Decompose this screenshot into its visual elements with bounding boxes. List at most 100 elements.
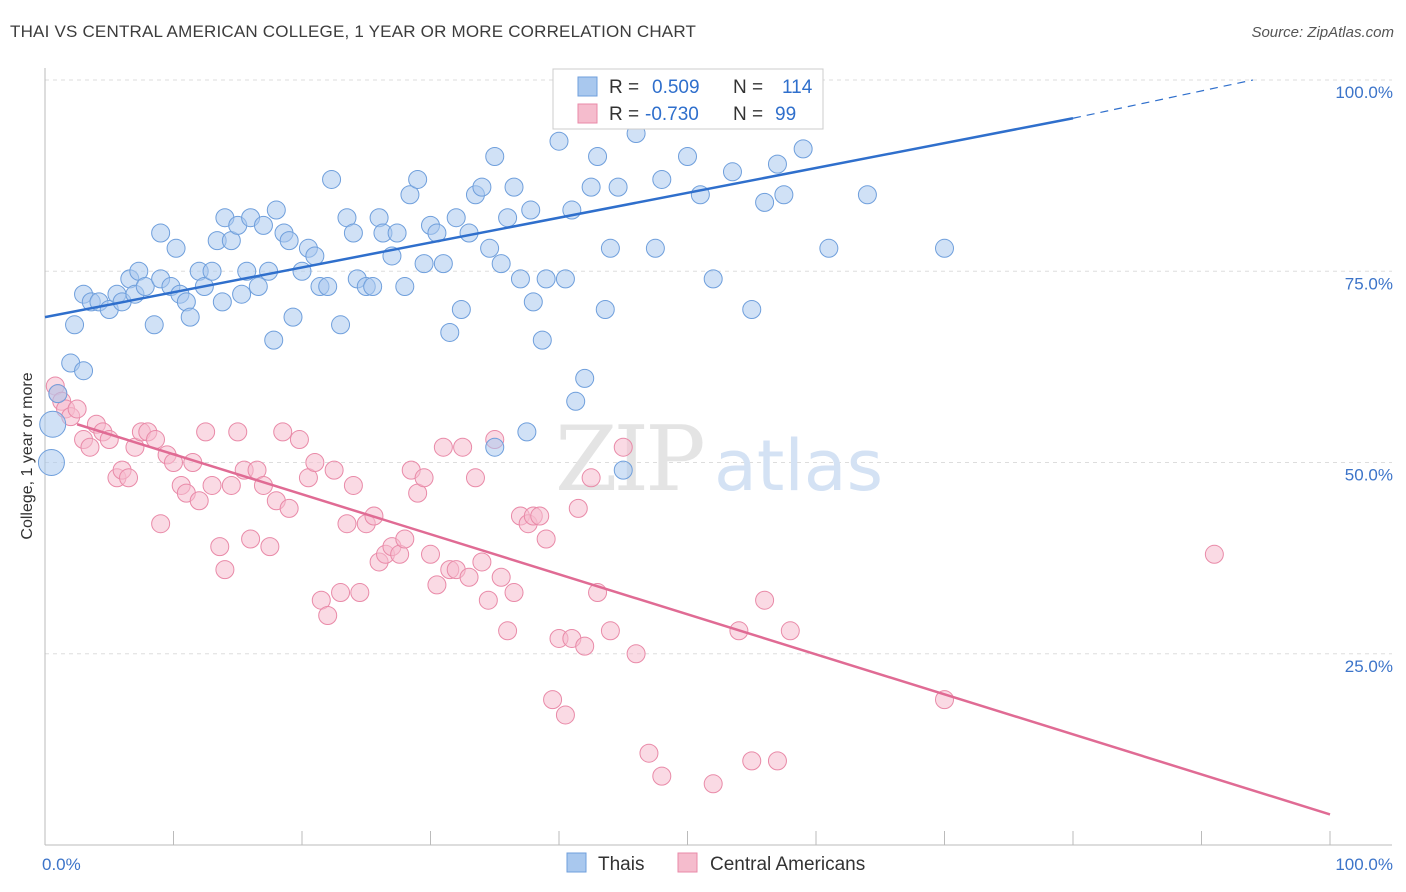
point-central-americans bbox=[575, 636, 595, 656]
point-thais bbox=[331, 315, 351, 335]
point-central-americans bbox=[780, 621, 800, 641]
point-thais bbox=[532, 330, 552, 350]
point-central-americans bbox=[67, 399, 87, 419]
point-central-americans bbox=[189, 491, 209, 511]
point-thais bbox=[935, 238, 954, 258]
stats-r-value-central-americans: -0.730 bbox=[645, 104, 699, 125]
point-thais bbox=[135, 277, 155, 297]
point-thais bbox=[266, 200, 286, 220]
point-central-americans bbox=[221, 475, 241, 495]
y-tick-label: 75.0% bbox=[1345, 274, 1393, 293]
stats-n-value-thais: 114 bbox=[782, 77, 813, 98]
point-central-americans bbox=[395, 529, 415, 549]
point-central-americans bbox=[289, 430, 309, 450]
point-thais bbox=[600, 238, 620, 258]
point-central-americans bbox=[639, 743, 659, 763]
legend-label-thais: Thais bbox=[598, 854, 644, 875]
stats-swatch-thais bbox=[577, 76, 598, 97]
point-central-americans bbox=[465, 468, 485, 488]
point-central-americans bbox=[652, 766, 672, 786]
point-central-americans bbox=[703, 774, 723, 794]
y-tick-label: 25.0% bbox=[1345, 657, 1393, 676]
point-central-americans bbox=[324, 460, 344, 480]
point-thais bbox=[485, 437, 505, 457]
x-tick-label: 0.0% bbox=[42, 855, 81, 874]
point-central-americans bbox=[1204, 544, 1224, 564]
point-thais bbox=[678, 147, 697, 166]
point-thais bbox=[387, 223, 407, 243]
point-thais bbox=[491, 254, 511, 274]
point-central-americans bbox=[453, 437, 473, 457]
point-central-americans bbox=[427, 575, 447, 595]
point-central-americans bbox=[568, 498, 588, 518]
point-central-americans bbox=[600, 621, 620, 641]
stats-r-label-central-americans: R = bbox=[609, 104, 639, 125]
point-thais bbox=[305, 246, 325, 266]
point-thais bbox=[451, 300, 471, 319]
point-central-americans bbox=[478, 590, 498, 610]
series-central-americans-points bbox=[45, 376, 1224, 794]
point-thais bbox=[588, 147, 608, 166]
point-central-americans bbox=[742, 751, 762, 771]
point-thais bbox=[472, 177, 492, 197]
point-thais bbox=[703, 269, 723, 289]
point-central-americans bbox=[343, 475, 363, 495]
stats-n-value-central-americans: 99 bbox=[775, 104, 796, 125]
point-central-americans bbox=[536, 529, 556, 549]
watermark-zip: ZIP bbox=[555, 407, 703, 512]
point-thais bbox=[151, 223, 171, 243]
point-central-americans bbox=[755, 590, 775, 610]
point-thais bbox=[202, 261, 222, 281]
point-thais bbox=[446, 208, 466, 228]
point-thais bbox=[279, 231, 299, 251]
stats-r-value-thais: 0.509 bbox=[652, 77, 700, 98]
point-thais bbox=[480, 238, 500, 258]
point-central-americans bbox=[414, 468, 434, 488]
point-thais bbox=[166, 238, 186, 258]
watermark-atlas: atlas bbox=[714, 425, 883, 507]
tick-labels: 100.0% 75.0% 50.0% 25.0% 0.0% 100.0% bbox=[42, 83, 1393, 874]
stats-legend-box bbox=[552, 68, 824, 130]
point-central-americans bbox=[260, 537, 280, 557]
point-central-americans bbox=[491, 567, 511, 587]
x-tick-label: 100.0% bbox=[1335, 855, 1393, 874]
point-thais bbox=[613, 460, 633, 480]
point-thais bbox=[523, 292, 543, 312]
point-thais bbox=[395, 277, 415, 297]
trend-line-thais-extension bbox=[1072, 79, 1254, 119]
grid-lines bbox=[45, 79, 1392, 655]
point-thais bbox=[180, 307, 200, 327]
point-central-americans bbox=[273, 422, 293, 442]
point-central-americans bbox=[331, 583, 351, 603]
point-central-americans bbox=[151, 514, 171, 534]
point-thais bbox=[433, 254, 453, 274]
point-central-americans bbox=[459, 567, 479, 587]
point-thais bbox=[793, 139, 813, 159]
y-tick-label: 50.0% bbox=[1345, 466, 1393, 485]
legend-swatch-central-americans bbox=[677, 852, 698, 873]
point-central-americans bbox=[350, 583, 370, 603]
stats-legend: R = 0.509 N = 114 R = -0.730 N = 99 bbox=[552, 68, 824, 130]
point-thais bbox=[652, 169, 672, 189]
point-thais bbox=[232, 284, 252, 304]
legend-swatch-thais bbox=[566, 852, 587, 873]
point-thais bbox=[440, 322, 460, 342]
point-thais bbox=[510, 269, 530, 289]
stats-r-label-thais: R = bbox=[609, 77, 639, 98]
point-central-americans bbox=[581, 468, 601, 488]
point-thais bbox=[575, 368, 595, 388]
point-thais bbox=[755, 192, 775, 212]
point-central-americans bbox=[767, 751, 787, 771]
point-thais bbox=[767, 154, 787, 174]
watermark: ZIP atlas bbox=[555, 407, 883, 512]
point-thais bbox=[322, 169, 342, 189]
point-thais bbox=[645, 238, 665, 258]
point-central-americans bbox=[202, 475, 222, 495]
point-thais bbox=[722, 162, 742, 182]
point-thais bbox=[48, 384, 68, 404]
series-thais-points bbox=[37, 124, 954, 480]
point-central-americans bbox=[318, 606, 338, 625]
point-thais bbox=[37, 449, 65, 476]
point-thais bbox=[259, 261, 279, 281]
